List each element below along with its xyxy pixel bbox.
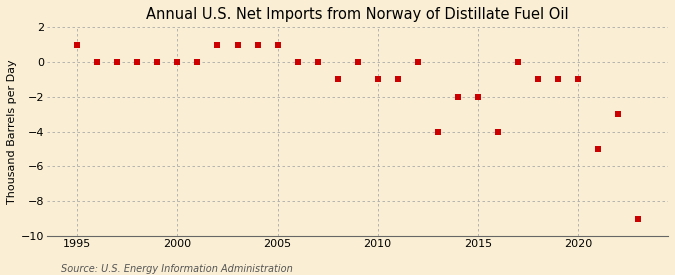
Point bbox=[392, 77, 403, 82]
Point bbox=[292, 60, 303, 64]
Point bbox=[192, 60, 203, 64]
Y-axis label: Thousand Barrels per Day: Thousand Barrels per Day bbox=[7, 59, 17, 204]
Point bbox=[572, 77, 583, 82]
Point bbox=[212, 42, 223, 47]
Point bbox=[512, 60, 523, 64]
Point bbox=[172, 60, 183, 64]
Text: Source: U.S. Energy Information Administration: Source: U.S. Energy Information Administ… bbox=[61, 264, 292, 274]
Point bbox=[632, 216, 643, 221]
Point bbox=[613, 112, 624, 116]
Point bbox=[373, 77, 383, 82]
Point bbox=[72, 42, 83, 47]
Point bbox=[252, 42, 263, 47]
Point bbox=[412, 60, 423, 64]
Point bbox=[272, 42, 283, 47]
Point bbox=[112, 60, 123, 64]
Point bbox=[533, 77, 543, 82]
Point bbox=[332, 77, 343, 82]
Point bbox=[232, 42, 243, 47]
Point bbox=[553, 77, 564, 82]
Point bbox=[92, 60, 103, 64]
Point bbox=[433, 130, 443, 134]
Point bbox=[132, 60, 143, 64]
Point bbox=[152, 60, 163, 64]
Title: Annual U.S. Net Imports from Norway of Distillate Fuel Oil: Annual U.S. Net Imports from Norway of D… bbox=[146, 7, 569, 22]
Point bbox=[472, 95, 483, 99]
Point bbox=[452, 95, 463, 99]
Point bbox=[313, 60, 323, 64]
Point bbox=[352, 60, 363, 64]
Point bbox=[593, 147, 603, 151]
Point bbox=[493, 130, 504, 134]
